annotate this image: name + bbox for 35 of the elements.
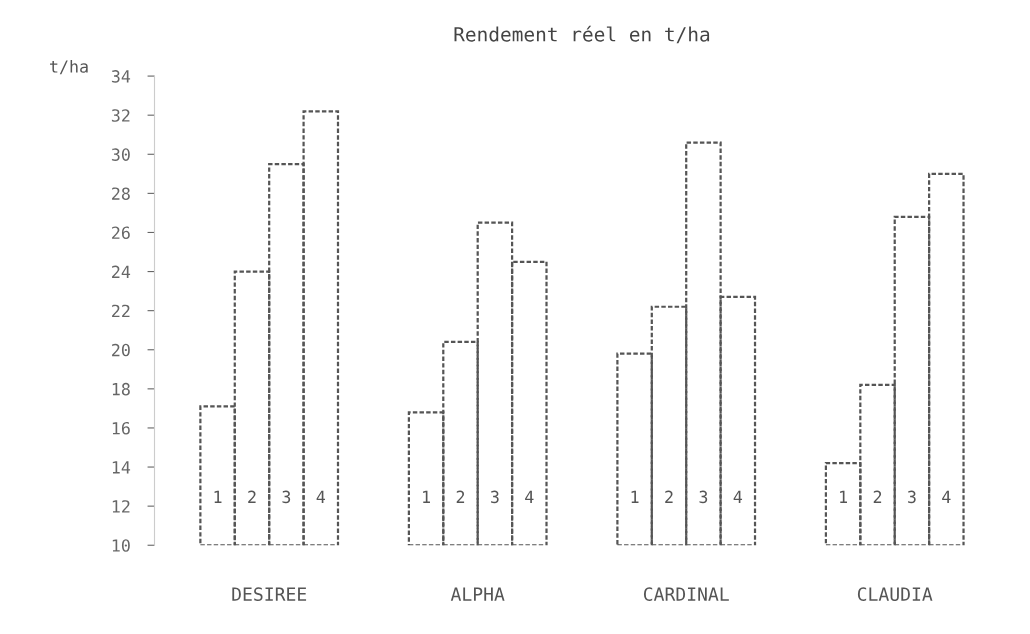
y-tick-label: 26 xyxy=(112,226,130,240)
y-tick-label: 22 xyxy=(112,304,130,318)
text: 3 xyxy=(490,490,499,504)
x-tick-label: CLAUDIA xyxy=(857,587,933,601)
text: 4 xyxy=(525,490,534,503)
y-tick-label: 10 xyxy=(112,539,130,552)
text: 4 xyxy=(942,490,951,503)
text: 1 xyxy=(423,490,430,503)
x-tick-label: CARDINAL xyxy=(643,587,729,601)
series-label: 1 xyxy=(631,490,639,503)
y-tick-label: 30 xyxy=(111,148,130,161)
y-tick-label: 14 xyxy=(112,461,131,474)
text: 1 xyxy=(840,490,847,503)
y-axis-title: t/ha xyxy=(50,59,88,75)
text: 1 xyxy=(214,490,222,503)
text: 4 xyxy=(733,490,743,503)
text: 3 xyxy=(908,490,916,504)
y-tick-label: 34 xyxy=(111,70,131,83)
text: 2 xyxy=(873,490,882,503)
x-tick-label: ALPHA xyxy=(450,587,505,601)
text: 2 xyxy=(665,490,673,503)
series-label: 2 xyxy=(456,490,465,503)
x-tick-label: DESIREE xyxy=(232,587,307,601)
y-tick-label: 24 xyxy=(112,265,131,278)
y-tick-label: 18 xyxy=(112,382,130,396)
text: 2 xyxy=(248,490,256,503)
y-tick-label: 16 xyxy=(112,421,130,435)
series-label: 4 xyxy=(316,490,326,503)
text: 3 xyxy=(282,490,291,504)
y-tick-label: 20 xyxy=(112,343,130,357)
y-tick-label: 12 xyxy=(112,500,130,513)
y-tick-label: 32 xyxy=(111,109,130,122)
y-tick-label: 28 xyxy=(112,187,130,200)
chart-title: Rendement réel en t/ha xyxy=(454,25,710,44)
series-label: 3 xyxy=(699,490,708,504)
